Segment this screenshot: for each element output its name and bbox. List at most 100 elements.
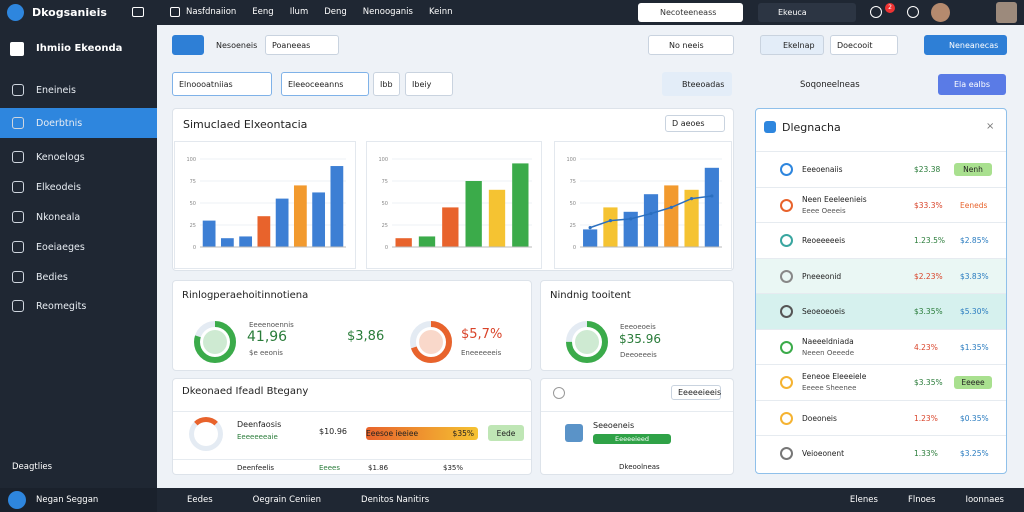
right-select[interactable]: Doecooit xyxy=(830,35,898,55)
progress-value: $35% xyxy=(452,429,474,438)
avatar[interactable] xyxy=(996,2,1017,23)
bottom-item[interactable]: Elenes xyxy=(849,495,878,505)
bottom-item[interactable]: Oegrain Ceniien xyxy=(252,495,322,505)
tab-button[interactable]: Ekelnap xyxy=(760,35,824,55)
icon xyxy=(12,300,24,312)
kpi-value: $35.96 xyxy=(619,332,661,346)
sidebar-item[interactable]: Bedies xyxy=(0,262,157,292)
toolbar-button[interactable]: No neeis xyxy=(648,35,734,55)
bar xyxy=(293,185,307,247)
top-select[interactable]: Ekeuca xyxy=(758,3,856,22)
sidebar-item[interactable]: Doerbtnis xyxy=(0,108,157,138)
row-label: Reoeeeeeis xyxy=(802,236,846,245)
icon-button[interactable] xyxy=(172,35,204,55)
list-row[interactable]: Seoeoeoeis $3.35% $5.30% xyxy=(756,293,1006,329)
sidebar-item[interactable]: Eneineis xyxy=(0,75,157,105)
icon xyxy=(170,7,180,17)
bottom-item[interactable]: Flnoes xyxy=(907,495,936,505)
sidebar-item[interactable]: Kenoelogs xyxy=(0,142,157,172)
top-bar: Dkogsanieis Nasfdnaiion Eeng Ilum Deng N… xyxy=(0,0,1024,25)
primary-button[interactable]: Neneanecas xyxy=(924,35,1007,55)
filter-select[interactable]: Elnoooatniias xyxy=(172,72,272,96)
row-sub: Eeeeeeeaie xyxy=(237,433,278,441)
filter-select[interactable]: Eleeoceeanns xyxy=(281,72,369,96)
menu-item[interactable]: Nenooganis xyxy=(362,7,413,17)
row-label: Naeeeldniada xyxy=(802,336,854,346)
bottom-item[interactable]: Eedes xyxy=(187,495,213,505)
avatar[interactable] xyxy=(931,3,950,22)
donut-arc xyxy=(194,321,236,363)
row-pill: Eeeee xyxy=(954,376,992,389)
item-tag: Eeeeeieed xyxy=(593,434,671,444)
progress-label: Eeesoe ieeiee xyxy=(366,429,419,438)
sidebar-item[interactable]: Eoeiaeges xyxy=(0,232,157,262)
list-row[interactable]: Eeeoenaiis $23.38 Nenh xyxy=(756,151,1006,187)
bar xyxy=(488,189,506,247)
sidebar-item[interactable]: Nkoneala xyxy=(0,202,157,232)
icon xyxy=(12,181,24,193)
list-row[interactable]: Naeeeldniada Neeen Oeeede 4.23% $1.35% xyxy=(756,328,1006,365)
chart-frame xyxy=(174,141,356,269)
close-icon[interactable]: × xyxy=(986,121,995,132)
icon xyxy=(870,6,882,18)
menu-item[interactable]: Eeng xyxy=(252,7,274,17)
donut-arc xyxy=(566,321,608,363)
toolbar-button[interactable]: Nesoeneis xyxy=(216,40,258,50)
detail-panel: Dkeonaed Ifeadl Btegany Deenfaosis Eeeee… xyxy=(172,378,532,475)
bottom-item[interactable]: Denitos Nanitirs xyxy=(361,495,430,505)
filter-button[interactable]: Ibb xyxy=(373,72,400,96)
kpi-panel: Nindnig tooitent Eeeoeoeis $35.96 Deeoee… xyxy=(540,280,734,371)
row-label: Seoeoeoeis xyxy=(802,307,845,316)
y-tick-label: 50 xyxy=(190,201,196,207)
row-value2: $5.30% xyxy=(960,307,989,316)
panel-menu[interactable]: D aeoes xyxy=(665,115,725,132)
row-value2: $2.85% xyxy=(960,236,989,245)
charts-panel: Simuclaed Elxeontacia D aeoes 0 25 50 75 100… xyxy=(172,108,734,271)
filter-button[interactable]: Ibeiy xyxy=(405,72,453,96)
row-value: $10.96 xyxy=(319,427,347,436)
bottom-item[interactable]: Ioonnaes xyxy=(965,495,1004,505)
list-row[interactable]: Doeoneis 1.23% $0.35% xyxy=(756,399,1006,436)
list-row[interactable]: Eeneoe Eleeeiele Eeeee Sheenee $3.35% Eeeee xyxy=(756,364,1006,400)
y-tick-label: 0 xyxy=(573,245,576,251)
menu-item[interactable]: Ilum xyxy=(289,7,309,17)
donut xyxy=(194,321,236,363)
icon xyxy=(764,121,776,133)
row-icon xyxy=(780,163,793,176)
row-button[interactable]: Eede xyxy=(488,425,524,441)
divider xyxy=(541,411,733,412)
user-box[interactable]: Negan Seggan xyxy=(0,488,157,512)
sidebar: Ihmiio Ekeonda Eneineis Doerbtnis Kenoelog… xyxy=(0,25,157,512)
row-value2: $0.35% xyxy=(960,413,989,423)
icon xyxy=(12,241,24,253)
panel-select[interactable]: Eeeeeieeis xyxy=(671,385,721,400)
menu-item[interactable]: Nasfdnaiion xyxy=(186,7,237,17)
list-row[interactable]: Pneeeonid $2.23% $3.83% xyxy=(756,257,1006,294)
row-label: Neen Eeeleenieis xyxy=(802,194,867,204)
bar xyxy=(312,192,326,247)
row-label: Eeneoe Eleeeiele xyxy=(802,372,867,381)
list-row[interactable]: Neen Eeeleenieis Eeee Oeeeis $33.3% Eeneds xyxy=(756,186,1006,223)
action-button[interactable]: Bteeoadas xyxy=(662,72,732,96)
y-tick-label: 25 xyxy=(382,223,388,229)
panel-title: Dkeonaed Ifeadl Btegany xyxy=(182,386,309,397)
sidebar-footer[interactable]: Deagtlies xyxy=(12,462,53,472)
line-point xyxy=(608,219,613,223)
y-tick-label: 100 xyxy=(566,157,576,163)
sidebar-item[interactable]: Reomegits xyxy=(0,291,157,321)
bar xyxy=(275,198,289,247)
search-box[interactable]: Necoteeneass xyxy=(638,3,743,22)
menu-item[interactable]: Deng xyxy=(324,7,347,17)
bar xyxy=(603,207,618,247)
line-point xyxy=(629,217,633,221)
menu-item[interactable]: Keinn xyxy=(428,7,453,17)
icon xyxy=(565,424,583,442)
row-value2: $1.35% xyxy=(960,342,989,352)
y-tick-label: 50 xyxy=(382,201,388,207)
list-row[interactable]: Veioeonent 1.33% $3.25% xyxy=(756,435,1006,471)
row-value2: $3.83% xyxy=(960,271,989,281)
toolbar-select[interactable]: Poaneeas xyxy=(265,35,339,55)
primary-button[interactable]: Ela ealbs xyxy=(938,74,1006,95)
list-row[interactable]: Reoeeeeeis 1.23.5% $2.85% xyxy=(756,222,1006,258)
sidebar-item[interactable]: Elkeodeis xyxy=(0,172,157,202)
